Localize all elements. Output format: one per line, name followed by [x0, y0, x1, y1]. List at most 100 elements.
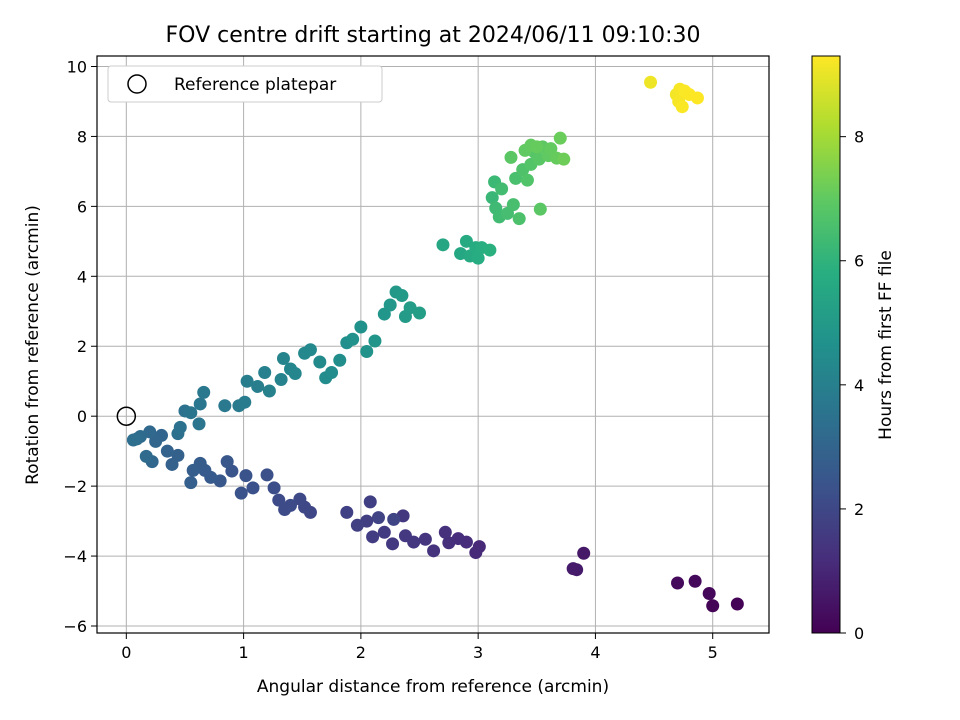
data-point [234, 486, 248, 500]
y-tick-label: 8 [77, 127, 87, 146]
data-point [325, 365, 339, 379]
data-point [688, 574, 702, 588]
data-point [485, 191, 499, 205]
data-point [333, 353, 347, 367]
data-point [193, 397, 207, 411]
data-point [512, 212, 526, 226]
data-point [427, 544, 441, 558]
data-point [126, 433, 140, 447]
data-point [276, 351, 290, 365]
data-point [340, 505, 354, 519]
y-tick-label: −2 [63, 477, 87, 496]
x-tick-label: 2 [356, 643, 366, 662]
colorbar: 0 2 4 6 8 Hours from first FF file [811, 55, 896, 643]
data-point [566, 562, 580, 576]
data-point [238, 395, 252, 409]
data-point [173, 420, 187, 434]
legend-marker [127, 74, 147, 94]
data-point [267, 481, 281, 495]
data-point [363, 495, 377, 509]
colorbar-ticks: 0 2 4 6 8 [840, 128, 864, 643]
data-point [386, 537, 400, 551]
y-tick-label: 10 [67, 57, 87, 76]
reference-platepar-marker [116, 406, 137, 426]
data-point [293, 492, 307, 506]
data-point [483, 243, 497, 257]
data-point [218, 399, 232, 413]
data-point [251, 379, 265, 393]
data-point [350, 518, 364, 532]
data-point [371, 511, 385, 525]
chart-title: FOV centre drift starting at 2024/06/11 … [166, 23, 701, 48]
y-tick-label: −4 [63, 547, 87, 566]
data-point [544, 142, 558, 156]
grid-lines [97, 56, 769, 633]
data-point [702, 586, 716, 600]
data-point [418, 532, 432, 546]
data-point [377, 525, 391, 539]
plot-frame [96, 55, 770, 634]
data-point [471, 251, 485, 265]
data-point [220, 455, 234, 469]
data-point [533, 202, 547, 216]
data-point [436, 238, 450, 252]
data-point [644, 75, 658, 89]
data-point [530, 140, 544, 154]
legend: Reference platepar [107, 65, 383, 103]
data-point [184, 476, 198, 490]
x-tick-label: 4 [590, 643, 600, 662]
x-tick-label: 5 [708, 643, 718, 662]
data-point [509, 171, 523, 185]
data-point [258, 365, 272, 379]
data-point [413, 306, 427, 320]
data-point [671, 576, 685, 590]
data-point [139, 449, 153, 463]
data-point [395, 289, 409, 303]
data-point [506, 198, 520, 212]
y-tick-label: −6 [63, 617, 87, 636]
y-axis-label: Rotation from reference (arcmin) [23, 205, 43, 485]
data-point [288, 367, 302, 381]
data-point [192, 417, 206, 431]
data-point [577, 546, 591, 560]
data-point [346, 332, 360, 346]
data-point [690, 91, 704, 105]
legend-box [107, 65, 383, 103]
x-tick-label: 3 [473, 643, 483, 662]
y-tick-label: 0 [77, 407, 87, 426]
colorbar-tick-label: 0 [854, 624, 864, 643]
x-axis-label: Angular distance from reference (arcmin) [257, 677, 609, 697]
colorbar-tick-label: 8 [854, 128, 864, 147]
x-axis-ticks: 0 1 2 3 4 5 [121, 633, 718, 662]
data-point [366, 530, 380, 544]
colorbar-gradient [811, 55, 841, 634]
data-point [246, 481, 260, 495]
data-point [160, 444, 174, 458]
data-point [504, 150, 518, 164]
y-tick-label: 6 [77, 197, 87, 216]
data-point [260, 468, 274, 482]
data-point [184, 406, 198, 420]
data-point [240, 374, 254, 388]
data-point [272, 493, 286, 507]
data-point [197, 385, 211, 399]
colorbar-tick-label: 6 [854, 252, 864, 271]
colorbar-tick-label: 2 [854, 500, 864, 519]
x-tick-label: 1 [239, 643, 249, 662]
data-point [387, 512, 401, 526]
data-point [303, 343, 317, 357]
x-tick-label: 0 [121, 643, 131, 662]
data-point [274, 372, 288, 386]
data-point [438, 525, 452, 539]
data-point [354, 320, 368, 334]
data-point [149, 434, 163, 448]
data-point [360, 344, 374, 358]
data-point [459, 234, 473, 248]
data-point [278, 503, 292, 517]
data-point [313, 355, 327, 369]
legend-label: Reference platepar [174, 75, 336, 95]
y-tick-label: 2 [77, 337, 87, 356]
scatter-points [126, 75, 744, 613]
y-axis-ticks: −6 −4 −2 0 2 4 6 8 10 [63, 57, 97, 636]
